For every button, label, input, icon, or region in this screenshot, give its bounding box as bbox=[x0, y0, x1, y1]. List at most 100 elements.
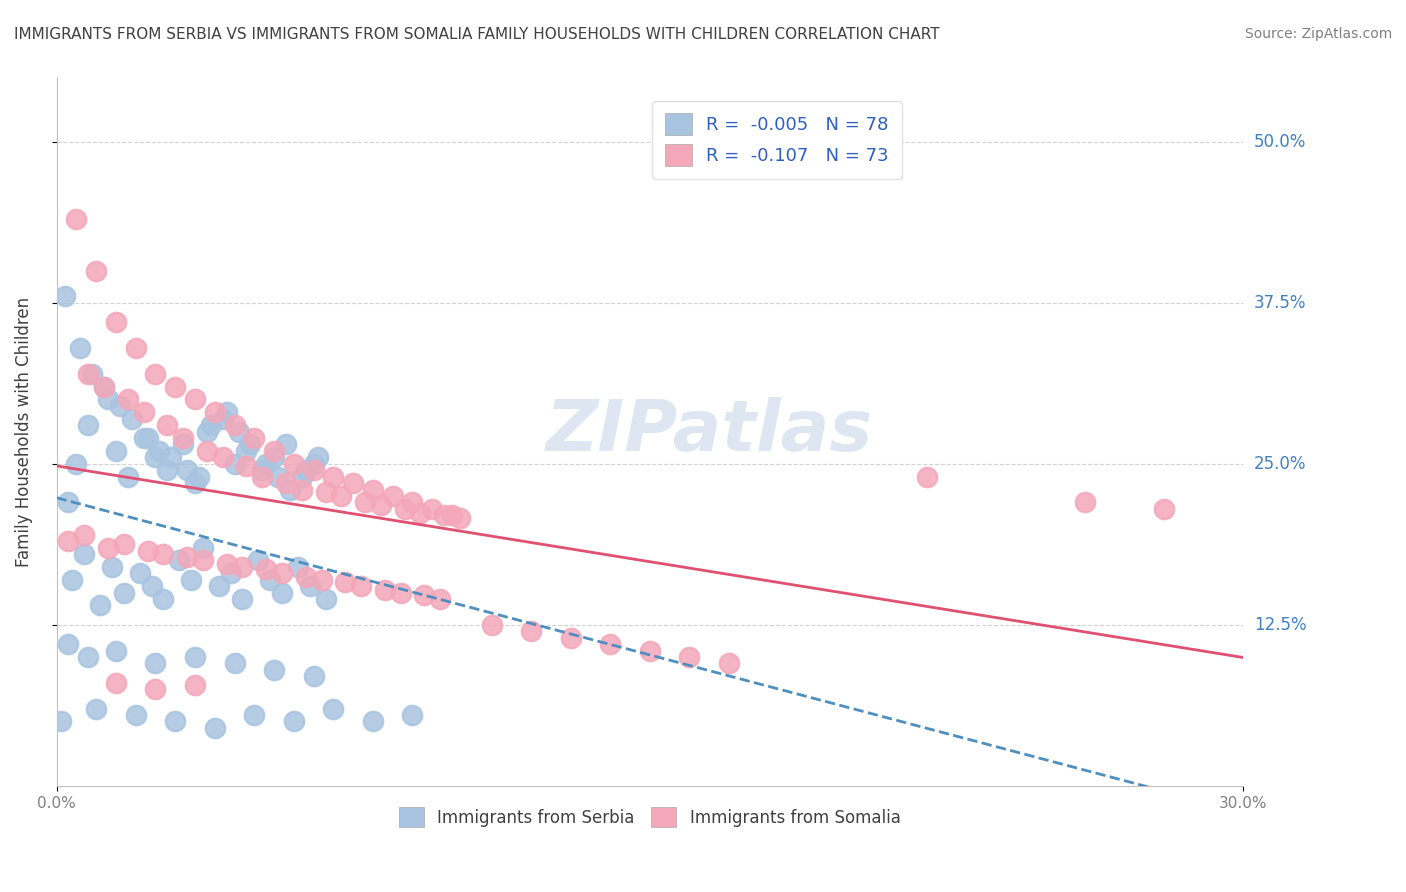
Point bbox=[132, 431, 155, 445]
Point bbox=[560, 631, 582, 645]
Point bbox=[117, 392, 139, 407]
Point bbox=[62, 573, 84, 587]
Point bbox=[401, 495, 423, 509]
Text: 25.0%: 25.0% bbox=[1254, 455, 1306, 473]
Point bbox=[208, 579, 231, 593]
Point bbox=[481, 617, 503, 632]
Point bbox=[104, 444, 127, 458]
Point bbox=[263, 663, 285, 677]
Point bbox=[311, 573, 333, 587]
Point bbox=[235, 444, 257, 458]
Text: 50.0%: 50.0% bbox=[1254, 133, 1306, 151]
Point bbox=[433, 508, 456, 523]
Point bbox=[141, 579, 163, 593]
Point bbox=[156, 418, 179, 433]
Point bbox=[145, 657, 167, 671]
Point bbox=[322, 701, 344, 715]
Point bbox=[104, 643, 127, 657]
Point bbox=[145, 367, 167, 381]
Point bbox=[401, 708, 423, 723]
Point bbox=[291, 469, 314, 483]
Point bbox=[263, 450, 285, 465]
Point bbox=[82, 367, 104, 381]
Legend: Immigrants from Serbia, Immigrants from Somalia: Immigrants from Serbia, Immigrants from … bbox=[392, 800, 907, 834]
Point bbox=[125, 708, 148, 723]
Point bbox=[191, 553, 214, 567]
Point bbox=[302, 463, 325, 477]
Point bbox=[252, 469, 274, 483]
Point bbox=[195, 425, 218, 439]
Point bbox=[520, 624, 543, 639]
Point bbox=[128, 566, 150, 581]
Point bbox=[287, 559, 309, 574]
Point bbox=[231, 559, 253, 574]
Point bbox=[298, 579, 321, 593]
Point bbox=[247, 553, 270, 567]
Point bbox=[49, 714, 72, 729]
Point bbox=[335, 575, 357, 590]
Point bbox=[176, 549, 198, 564]
Point bbox=[211, 450, 233, 465]
Point bbox=[315, 485, 337, 500]
Point bbox=[215, 558, 238, 572]
Point bbox=[271, 585, 294, 599]
Point bbox=[108, 399, 131, 413]
Point bbox=[252, 463, 274, 477]
Point bbox=[77, 418, 100, 433]
Point bbox=[235, 459, 257, 474]
Point bbox=[53, 289, 76, 303]
Point bbox=[283, 714, 305, 729]
Point bbox=[429, 592, 451, 607]
Point bbox=[678, 650, 700, 665]
Point bbox=[330, 489, 353, 503]
Point bbox=[136, 431, 159, 445]
Point bbox=[156, 463, 179, 477]
Point bbox=[243, 708, 266, 723]
Point bbox=[291, 483, 314, 497]
Point bbox=[200, 418, 222, 433]
Point bbox=[104, 675, 127, 690]
Point bbox=[65, 457, 87, 471]
Point bbox=[121, 411, 143, 425]
Point bbox=[165, 379, 187, 393]
Point bbox=[172, 437, 194, 451]
Point bbox=[65, 212, 87, 227]
Point bbox=[195, 444, 218, 458]
Point bbox=[77, 650, 100, 665]
Point bbox=[263, 444, 285, 458]
Point bbox=[294, 463, 316, 477]
Point bbox=[441, 508, 464, 523]
Point bbox=[342, 476, 364, 491]
Point bbox=[93, 379, 115, 393]
Point bbox=[73, 547, 96, 561]
Point bbox=[191, 541, 214, 555]
Point bbox=[254, 457, 277, 471]
Point bbox=[409, 506, 432, 520]
Point bbox=[239, 437, 262, 451]
Point bbox=[84, 263, 107, 277]
Point bbox=[211, 411, 233, 425]
Point bbox=[97, 392, 120, 407]
Point bbox=[160, 450, 183, 465]
Point bbox=[294, 570, 316, 584]
Point bbox=[224, 457, 246, 471]
Point bbox=[274, 437, 297, 451]
Point bbox=[254, 562, 277, 576]
Point bbox=[224, 418, 246, 433]
Point bbox=[176, 463, 198, 477]
Point bbox=[188, 469, 211, 483]
Point bbox=[73, 527, 96, 541]
Point bbox=[274, 476, 297, 491]
Point bbox=[204, 721, 226, 735]
Point bbox=[302, 457, 325, 471]
Point bbox=[361, 714, 384, 729]
Point bbox=[215, 405, 238, 419]
Point bbox=[283, 457, 305, 471]
Point bbox=[152, 547, 174, 561]
Point bbox=[93, 379, 115, 393]
Point bbox=[354, 495, 377, 509]
Text: Source: ZipAtlas.com: Source: ZipAtlas.com bbox=[1244, 27, 1392, 41]
Point bbox=[112, 585, 135, 599]
Point bbox=[350, 579, 373, 593]
Point bbox=[104, 315, 127, 329]
